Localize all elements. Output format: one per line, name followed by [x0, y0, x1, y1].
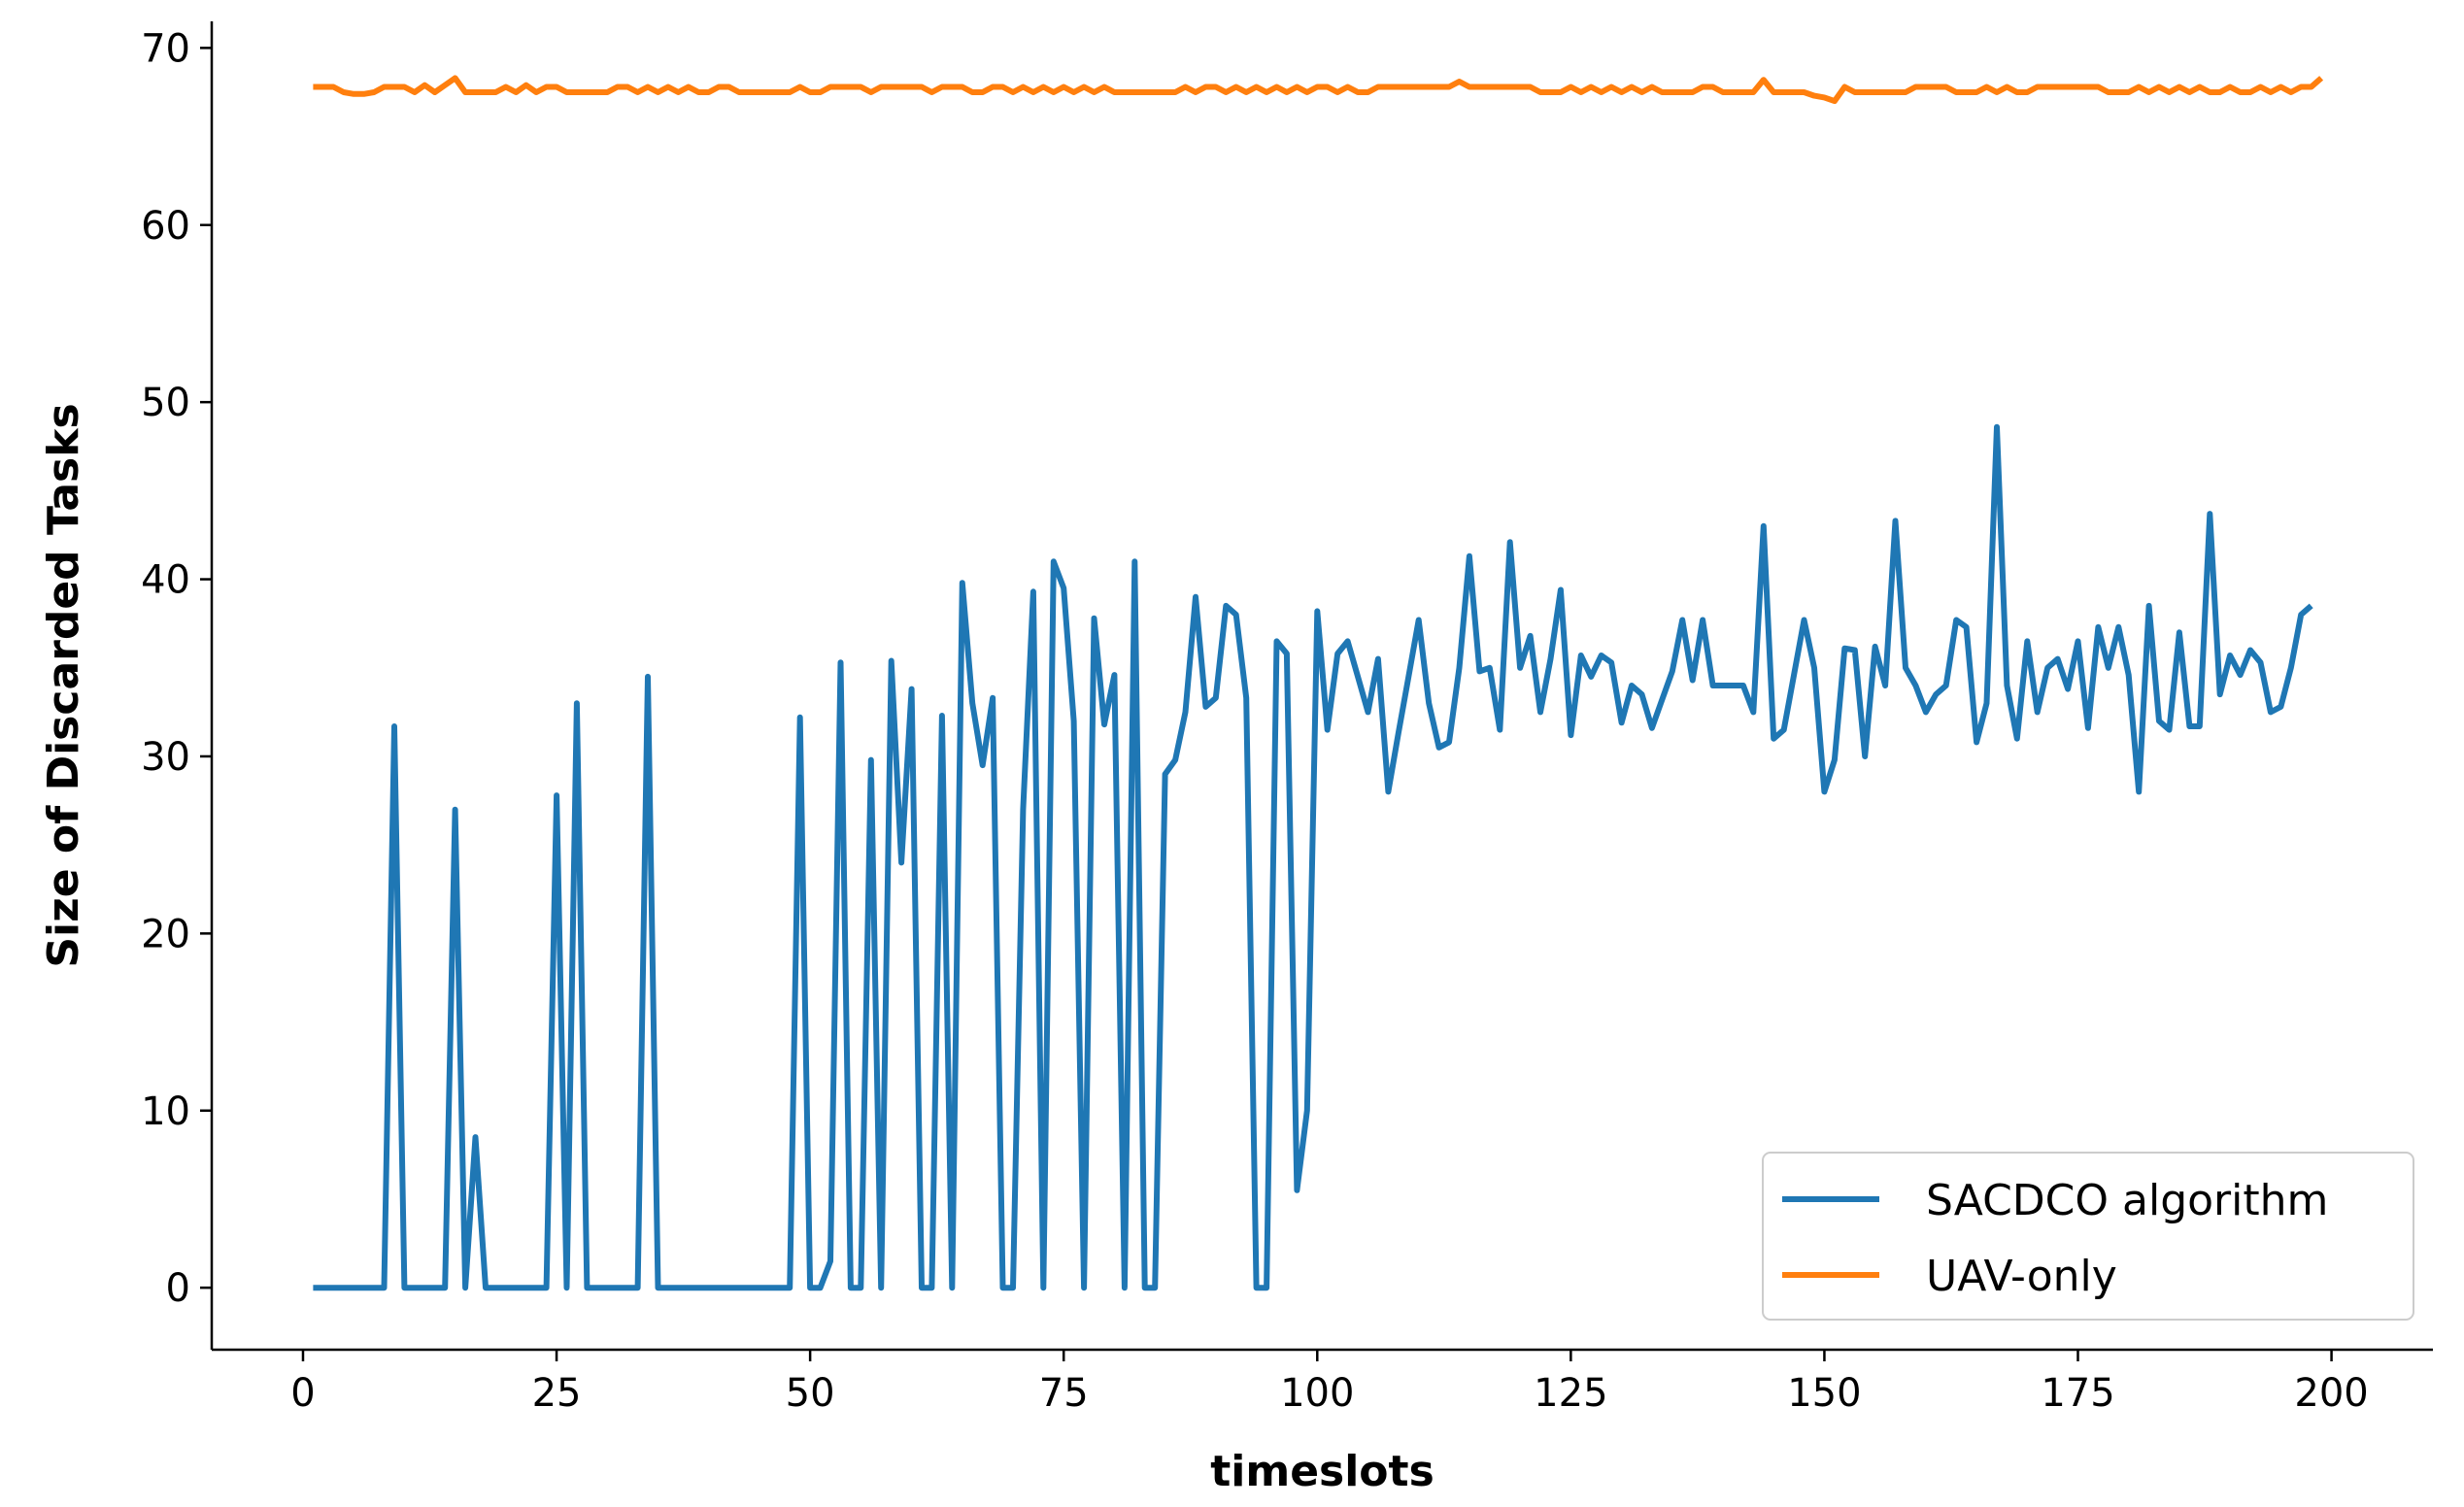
y-tick-label: 50	[141, 381, 190, 425]
x-axis-ticks: 0 25 50 75 100 125 150 175 200	[290, 1350, 2369, 1416]
x-tick-label: 25	[532, 1371, 582, 1416]
x-axis-label: timeslots	[1210, 1447, 1435, 1496]
x-tick-label: 125	[1534, 1371, 1607, 1416]
y-tick-label: 20	[141, 912, 190, 956]
legend: SACDCO algorithm UAV-only	[1762, 1152, 2414, 1321]
legend-box	[1762, 1152, 2414, 1321]
x-tick-label: 75	[1039, 1371, 1089, 1416]
x-tick-label: 0	[290, 1371, 315, 1416]
y-tick-label: 10	[141, 1089, 190, 1134]
y-tick-label: 30	[141, 735, 190, 780]
y-axis-label: Size of Discarded Tasks	[39, 403, 88, 967]
y-tick-label: 0	[166, 1266, 190, 1311]
x-tick-label: 200	[2294, 1371, 2368, 1416]
y-tick-label: 70	[141, 26, 190, 71]
legend-label: UAV-only	[1926, 1252, 2117, 1301]
y-tick-label: 60	[141, 204, 190, 249]
series-layer	[313, 75, 2324, 1291]
series-line-uav-only	[313, 75, 2324, 105]
x-tick-label: 50	[786, 1371, 835, 1416]
legend-label: SACDCO algorithm	[1926, 1176, 2328, 1225]
series-line-sacdco	[313, 423, 2313, 1291]
x-tick-label: 150	[1787, 1371, 1861, 1416]
x-tick-label: 175	[2041, 1371, 2114, 1416]
y-tick-label: 40	[141, 558, 190, 603]
y-axis-ticks: 0 10 20 30 40 50 60 70	[141, 26, 212, 1311]
x-tick-label: 100	[1280, 1371, 1354, 1416]
